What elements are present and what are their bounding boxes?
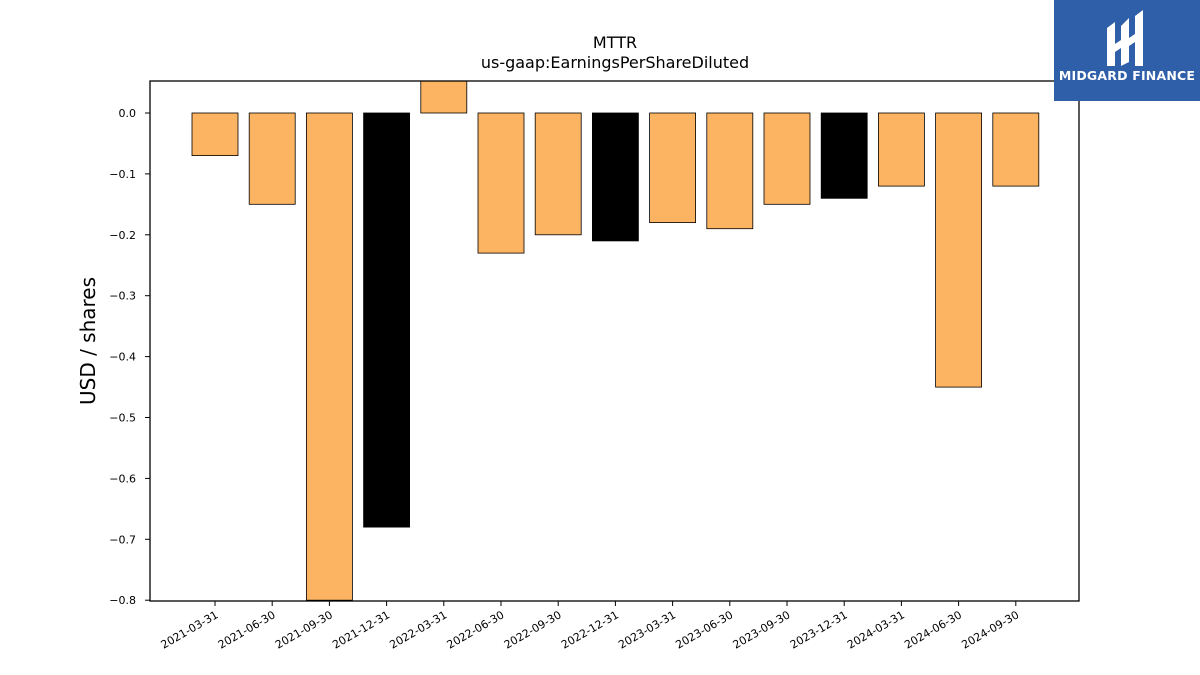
bar-2021-12-31 [363, 112, 411, 528]
x-tick-label: 2022-12-31 [559, 608, 621, 651]
y-tick-label: −0.3 [109, 290, 136, 303]
bar-2022-12-31 [592, 112, 639, 242]
bar-2022-09-30 [534, 112, 582, 236]
bar-2023-06-30 [706, 112, 754, 230]
logo-text: MIDGARD FINANCE [1058, 68, 1196, 83]
bar-2023-12-31 [820, 112, 868, 199]
bar-2024-09-30 [992, 112, 1040, 187]
y-tick-label: 0.0 [119, 107, 137, 120]
chart-subtitle: us-gaap:EarningsPerShareDiluted [481, 53, 749, 72]
bar-2024-06-30 [935, 112, 982, 388]
x-tick-label: 2021-06-30 [216, 608, 278, 651]
midgard-logo-icon [1107, 10, 1143, 66]
y-tick-label: −0.8 [109, 594, 136, 607]
y-ticks-group: 0.0 −0.1 −0.2 −0.3 −0.4 −0.5 −0.6 −0.7 −0.8 [109, 107, 150, 607]
x-tick-label: 2021-03-31 [159, 608, 221, 651]
x-tick-label: 2022-09-30 [502, 608, 564, 651]
y-tick-label: −0.7 [109, 533, 136, 546]
x-tick-label: 2024-06-30 [902, 608, 964, 651]
y-tick-label: −0.1 [109, 168, 136, 181]
bar-2021-03-31 [191, 112, 239, 156]
x-tick-label: 2021-12-31 [330, 608, 392, 651]
x-tick-label: 2022-03-31 [387, 608, 449, 651]
bar-2023-09-30 [763, 112, 811, 205]
y-tick-label: −0.2 [109, 229, 136, 242]
x-tick-label: 2023-03-31 [616, 608, 678, 651]
bars-group [191, 80, 1040, 601]
bar-2024-03-31 [878, 112, 925, 187]
chart-title: MTTR [593, 33, 637, 52]
bar-2022-03-31 [420, 80, 468, 114]
bar-2022-06-30 [477, 112, 525, 254]
bar-2021-06-30 [248, 112, 296, 205]
x-tick-label: 2021-09-30 [273, 608, 335, 651]
x-tick-label: 2023-12-31 [788, 608, 850, 651]
y-axis-label: USD / shares [76, 277, 100, 405]
y-tick-label: −0.5 [109, 412, 136, 425]
x-tick-label: 2024-09-30 [959, 608, 1021, 651]
bar-2021-09-30 [305, 112, 353, 601]
bar-2023-03-31 [649, 112, 696, 223]
x-tick-label: 2024-03-31 [845, 608, 907, 651]
x-tick-label: 2023-06-30 [673, 608, 735, 651]
y-tick-label: −0.6 [109, 472, 136, 485]
x-ticks-group: 2021-03-312021-06-302021-09-302021-12-31… [159, 601, 1021, 652]
x-tick-label: 2022-06-30 [445, 608, 507, 651]
x-tick-label: 2023-09-30 [731, 608, 793, 651]
y-tick-label: −0.4 [109, 351, 136, 364]
logo-badge: MIDGARD FINANCE [1054, 0, 1200, 101]
plot-frame [149, 80, 1080, 602]
